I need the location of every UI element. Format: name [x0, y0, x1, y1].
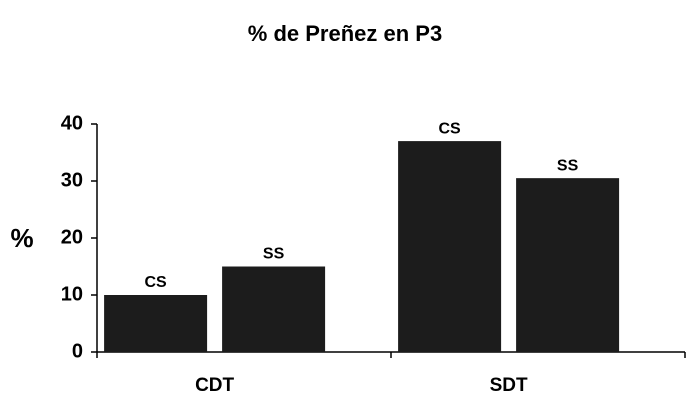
bar [222, 266, 326, 352]
bar [516, 178, 620, 352]
y-tick-label: 0 [72, 340, 83, 362]
bar [104, 295, 208, 352]
y-tick-label: 10 [61, 283, 83, 305]
chart-title: % de Preñez en P3 [248, 21, 442, 46]
bar-label: CS [144, 274, 167, 291]
x-tick-label: SDT [490, 375, 528, 396]
x-tick-label: CDT [195, 375, 234, 396]
bar-label: SS [557, 157, 579, 174]
y-axis-label: % [10, 223, 33, 253]
y-tick-label: 20 [61, 226, 83, 248]
y-tick-label: 30 [61, 169, 83, 191]
bar-label: CS [438, 120, 461, 137]
bar [398, 141, 502, 352]
y-tick-label: 40 [61, 112, 83, 134]
bar-label: SS [263, 246, 285, 263]
